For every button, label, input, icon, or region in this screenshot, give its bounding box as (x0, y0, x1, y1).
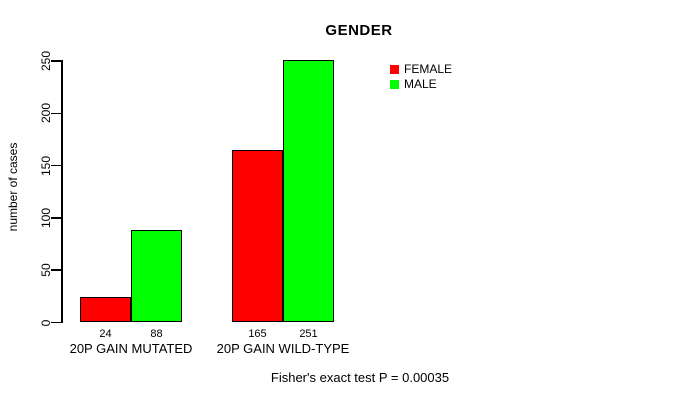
category-label: 20P GAIN MUTATED (69, 341, 193, 356)
y-tick-label: 200 (39, 103, 53, 124)
y-tick-label: 250 (39, 50, 53, 72)
y-tick-mark (50, 164, 62, 167)
y-axis-line (61, 60, 63, 323)
y-tick-label: 0 (39, 319, 53, 326)
legend-label-male: MALE (404, 77, 437, 91)
y-tick-label: 100 (39, 207, 53, 228)
bar-value-label: 88 (150, 328, 163, 340)
bar-female-group2 (232, 149, 283, 323)
y-tick-mark (50, 60, 62, 62)
bar-value-label: 251 (299, 328, 318, 340)
bar-male-group2 (283, 59, 334, 323)
bar-value-label: 165 (248, 328, 267, 340)
bar-male-group1 (131, 230, 182, 323)
legend-label-female: FEMALE (404, 62, 453, 76)
legend-item-female: FEMALE (390, 63, 452, 75)
y-tick-label: 50 (39, 263, 53, 277)
fisher-test-annotation: Fisher's exact test P = 0.00035 (270, 370, 450, 385)
male-color-swatch (390, 79, 399, 89)
y-tick-mark (50, 217, 62, 219)
y-tick-label: 150 (39, 155, 53, 176)
female-color-swatch (390, 64, 399, 74)
legend: FEMALE MALE (390, 63, 452, 90)
legend-item-male: MALE (390, 78, 452, 90)
y-tick-mark (50, 321, 62, 324)
y-tick-mark (50, 112, 62, 115)
category-label: 20P GAIN WILD-TYPE (216, 341, 350, 356)
y-tick-mark (50, 269, 62, 271)
y-axis-label: number of cases (6, 142, 20, 232)
bar-female-group1 (80, 297, 131, 323)
bar-value-label: 24 (99, 328, 112, 340)
chart-title: GENDER (325, 22, 393, 39)
